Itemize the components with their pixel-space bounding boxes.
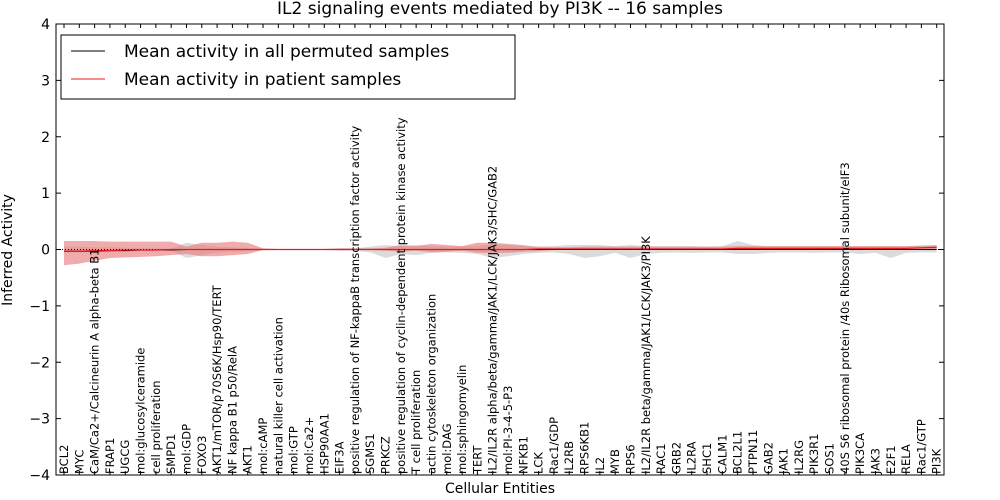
x-tick-label: mol:DAG [440, 423, 454, 474]
series-line-patient [64, 246, 937, 252]
legend-box [60, 34, 516, 100]
x-tick-label: BCL2L1 [731, 431, 745, 474]
x-tick-label: SOS1 [823, 443, 837, 474]
x-tick-label: mol:GDP [179, 424, 193, 474]
x-tick-label: Rac1/GTP [914, 419, 928, 474]
x-tick-label: 40S S6 ribosomal protein /40s Ribosomal … [838, 162, 852, 474]
x-tick-label: CALM1 [715, 434, 729, 474]
x-tick-label: actin cytoskeleton organization [424, 294, 438, 474]
x-tick-label: JAK3 [868, 448, 882, 475]
x-tick-label: positive regulation of cyclin-dependent … [394, 117, 408, 474]
plot-area: −4 −3 −2 −1 0 1 2 3 4 BCL2 MYC CaM/Ca2+/Calcineurin… [29, 17, 945, 484]
y-tick-label: −4 [29, 468, 50, 484]
y-tick-label: 2 [41, 130, 50, 146]
x-tick-label: RAC1 [654, 443, 668, 474]
legend-label-permuted: Mean activity in all permuted samples [124, 42, 449, 62]
y-tick-label: −3 [29, 412, 50, 428]
x-tick-label: FRAP1 [103, 438, 117, 474]
x-tick-label: TERT [470, 445, 484, 475]
y-axis-label: Inferred Activity [0, 194, 16, 306]
x-tick-label: positive regulation of NF-kappaB transcr… [348, 126, 362, 474]
x-axis-label: Cellular Entities [445, 481, 555, 497]
x-tick-label: AKT1 [241, 445, 255, 474]
x-tick-label: cell proliferation [149, 380, 163, 474]
x-tick-label: SHC1 [700, 443, 714, 474]
y-tick-label: 0 [41, 243, 50, 259]
x-tick-label: AKT1/mTOR/p70S6K/Hsp90/TERT [210, 284, 224, 474]
x-tick-label: GRB2 [669, 442, 683, 474]
legend-label-patient: Mean activity in patient samples [124, 70, 401, 90]
x-tick-label: natural killer cell activation [271, 317, 285, 474]
x-tick-label: mol:glucosylceramide [134, 348, 148, 474]
x-tick-label: mol:PI-3-4-5-P3 [501, 386, 515, 474]
x-tick-label: GAB2 [761, 442, 775, 474]
x-tick-label: UGCG [118, 440, 132, 474]
x-tick-label: SMPD1 [164, 434, 178, 474]
x-tick-label: MYC [72, 450, 86, 474]
x-tick-label: PTPN11 [746, 430, 760, 474]
x-tick-label: IL2RG [792, 440, 806, 474]
x-tick-label: Rac1/GDP [547, 417, 561, 474]
y-tick-label: 4 [41, 17, 50, 33]
y-tick-label: 1 [41, 186, 50, 202]
chart-title: IL2 signaling events mediated by PI3K --… [277, 0, 723, 19]
x-tick-label: IL2 [593, 457, 607, 474]
x-tick-label: RELA [899, 444, 913, 474]
x-tick-label: IL2RA [685, 441, 699, 474]
x-tick-label: RPS6KB1 [578, 422, 592, 474]
x-tick-label: BCL2 [57, 445, 71, 474]
y-tick-label: −1 [29, 299, 50, 315]
legend: Mean activity in all permuted samples Me… [60, 34, 516, 100]
x-tick-label: EIF3A [333, 441, 347, 474]
x-tick-label: JAK1 [777, 448, 791, 475]
x-tick-label: PRKCZ [379, 436, 393, 474]
x-tick-label: FOXO3 [195, 436, 209, 474]
x-tick-label: HSP90AA1 [317, 413, 331, 474]
x-tick-label: NF kappa B1 p50/RelA [225, 346, 239, 474]
x-tick-label: LCK [532, 452, 546, 474]
y-tick-label: 3 [41, 73, 50, 89]
x-tick-label: IL2/IL2R beta/gamma/JAK1/LCK/JAK3/PI3K [639, 236, 653, 474]
x-tick-label: mol:sphingomyelin [455, 365, 469, 474]
x-tick-label: mol:Ca2+ [302, 417, 316, 474]
x-tick-label: T cell proliferation [409, 370, 423, 475]
x-tick-label: mol:GTP [287, 426, 301, 474]
x-tick-label: E2F1 [884, 445, 898, 474]
x-tick-label: IL2/IL2R alpha/beta/gamma/JAK1/LCK/JAK3/… [486, 166, 500, 474]
x-tick-label: CaM/Ca2+/Calcineurin A alpha-beta B1 [88, 249, 102, 474]
x-tick-label: SGMS1 [363, 433, 377, 474]
x-tick-label: RPS6 [623, 444, 637, 474]
x-tick-label: MYB [608, 449, 622, 474]
x-tick-label: PIK3CA [853, 433, 867, 474]
x-tick-label: mol:cAMP [256, 418, 270, 474]
x-tick-label: PI3K [930, 448, 944, 474]
x-tick-label: NFKB1 [516, 436, 530, 474]
y-tick-label: −2 [29, 355, 50, 371]
x-tick-label: PIK3R1 [807, 434, 821, 475]
x-tick-label: IL2RB [562, 441, 576, 474]
patient-band [64, 241, 937, 266]
